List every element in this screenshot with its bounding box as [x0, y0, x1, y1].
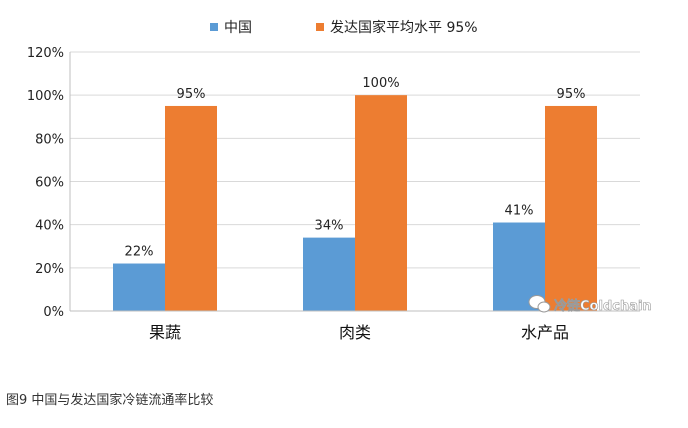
legend-swatch [316, 23, 324, 31]
x-category-label: 肉类 [339, 323, 371, 342]
legend: 中国 发达国家平均水平 95% [210, 19, 478, 36]
y-tick-label: 100% [27, 89, 64, 104]
data-label: 22% [125, 245, 154, 260]
wechat-icon-bubble [537, 301, 551, 313]
y-tick-label: 20% [35, 262, 64, 277]
bar [113, 263, 165, 311]
y-axis: 0% 20% 40% 60% 80% 100% 120% [27, 46, 71, 320]
legend-swatch [210, 23, 218, 31]
y-tick-label: 120% [27, 46, 64, 61]
watermark: 冷链Coldchain [528, 295, 652, 314]
legend-label: 中国 [224, 20, 252, 36]
data-label: 41% [505, 204, 534, 219]
watermark-text: 冷链Coldchain [554, 298, 652, 314]
data-label: 34% [315, 219, 344, 234]
y-tick-label: 60% [35, 176, 64, 191]
bar [545, 105, 597, 311]
data-label: 95% [557, 87, 586, 102]
bar [165, 105, 217, 311]
bars [113, 95, 597, 312]
y-tick-label: 80% [35, 132, 64, 147]
data-label: 95% [177, 87, 206, 102]
data-labels: 22% 95% 34% 100% 41% 95% [125, 76, 586, 259]
legend-label: 发达国家平均水平 95% [330, 19, 478, 36]
bar [355, 95, 407, 312]
bar-chart: 0% 20% 40% 60% 80% 100% 120% 22% 95% 34% 100% 41% 9… [27, 19, 652, 342]
bar [303, 237, 355, 311]
figure-caption: 图9 中国与发达国家冷链流通率比较 [6, 393, 214, 408]
x-axis: 果蔬 肉类 水产品 [70, 310, 640, 342]
y-tick-label: 0% [43, 305, 64, 320]
x-category-label: 果蔬 [149, 323, 181, 342]
data-label: 100% [362, 76, 399, 91]
x-category-label: 水产品 [521, 323, 569, 342]
y-tick-label: 40% [35, 219, 64, 234]
